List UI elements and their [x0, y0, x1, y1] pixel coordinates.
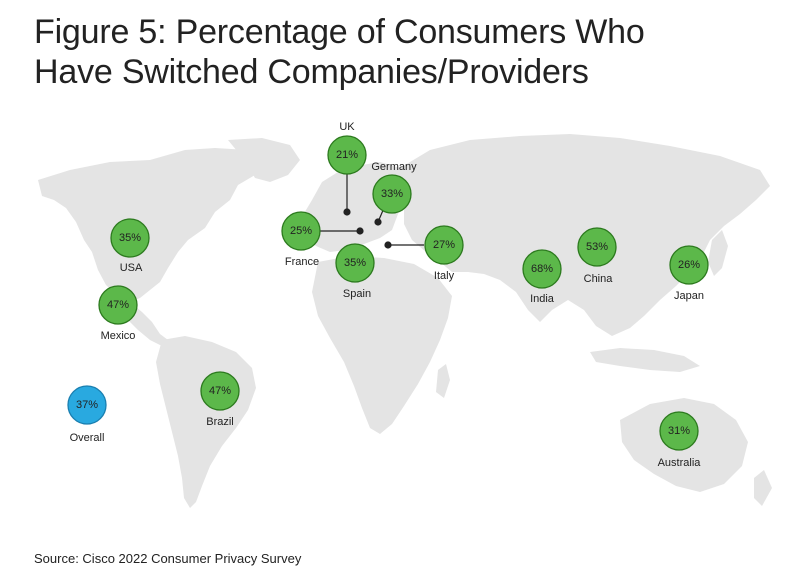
uk-connector-dot: [343, 208, 351, 216]
marker-france: 25% France: [281, 211, 321, 268]
spain-bubble: [335, 243, 375, 283]
germany-value: 33%: [381, 188, 403, 200]
mexico-value: 47%: [107, 299, 129, 311]
brazil-label: Brazil: [206, 416, 234, 428]
australia-value: 31%: [668, 425, 690, 437]
connector-lines: [320, 174, 424, 249]
germany-connector-dot: [374, 218, 382, 226]
greenland-shape: [228, 138, 300, 182]
spain-label: Spain: [343, 288, 371, 300]
overall-label: Overall: [70, 432, 105, 444]
usa-bubble: [110, 218, 150, 258]
marker-japan: 26% Japan: [669, 245, 709, 302]
india-value: 68%: [531, 263, 553, 275]
marker-italy: 27% Italy: [424, 225, 464, 282]
france-bubble: [281, 211, 321, 251]
new-zealand-shape: [754, 470, 772, 506]
brazil-bubble: [200, 371, 240, 411]
australia-bubble: [659, 411, 699, 451]
title-line-1: Figure 5: Percentage of Consumers Who: [34, 13, 645, 51]
mexico-label: Mexico: [101, 330, 136, 342]
marker-india: 68% India: [522, 249, 562, 305]
france-value: 25%: [290, 225, 312, 237]
mexico-bubble: [98, 285, 138, 325]
china-bubble: [577, 227, 617, 267]
germany-label: Germany: [371, 161, 417, 173]
japan-bubble: [669, 245, 709, 285]
figure-title: Figure 5: Percentage of Consumers Who Ha…: [34, 12, 774, 92]
italy-connector-dot: [384, 241, 392, 249]
marker-uk: 21% UK: [327, 121, 367, 175]
france-label: France: [285, 256, 319, 268]
uk-label: UK: [339, 121, 355, 133]
marker-china: 53% China: [577, 227, 617, 285]
madagascar-shape: [436, 364, 450, 398]
overall-value: 37%: [76, 399, 98, 411]
italy-label: Italy: [434, 270, 455, 282]
overall-bubble: [67, 385, 107, 425]
usa-label: USA: [120, 262, 143, 274]
africa-shape: [312, 256, 452, 434]
marker-usa: 35% USA: [110, 218, 150, 274]
china-label: China: [584, 273, 614, 285]
spain-value: 35%: [344, 257, 366, 269]
uk-value: 21%: [336, 149, 358, 161]
marker-spain: 35% Spain: [335, 243, 375, 300]
marker-mexico: 47% Mexico: [98, 285, 138, 342]
title-line-2: Have Switched Companies/Providers: [34, 53, 589, 91]
brazil-value: 47%: [209, 385, 231, 397]
marker-germany: 33% Germany: [371, 161, 417, 214]
china-value: 53%: [586, 241, 608, 253]
uk-bubble: [327, 135, 367, 175]
australia-label: Australia: [658, 457, 702, 469]
japan-label: Japan: [674, 290, 704, 302]
marker-australia: 31% Australia: [658, 411, 702, 469]
bubble-layer: 35% USA 47% Mexico 47% Brazil 21% UK 33%…: [67, 121, 709, 469]
japan-shape: [708, 230, 728, 276]
marker-brazil: 47% Brazil: [200, 371, 240, 428]
source-note: Source: Cisco 2022 Consumer Privacy Surv…: [34, 551, 302, 566]
usa-value: 35%: [119, 232, 141, 244]
indonesia-shape: [590, 348, 700, 372]
marker-overall: 37% Overall: [67, 385, 107, 444]
italy-value: 27%: [433, 239, 455, 251]
germany-bubble: [372, 174, 412, 214]
france-connector-dot: [356, 227, 364, 235]
japan-value: 26%: [678, 259, 700, 271]
italy-bubble: [424, 225, 464, 265]
north-america-shape: [38, 148, 262, 302]
india-bubble: [522, 249, 562, 289]
india-label: India: [530, 293, 555, 305]
